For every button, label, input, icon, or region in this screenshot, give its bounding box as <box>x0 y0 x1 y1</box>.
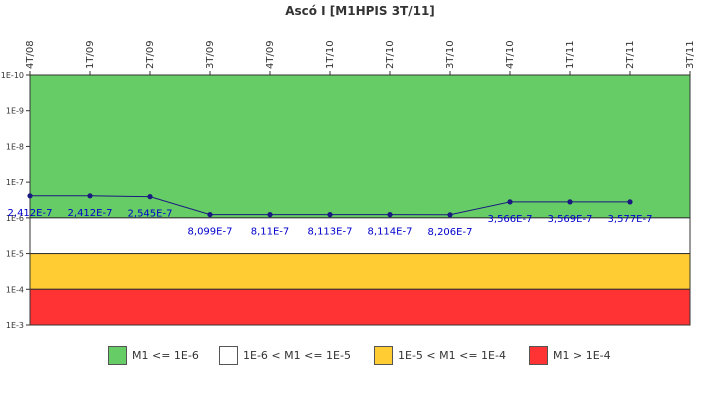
x-tick-label: 2T/09 <box>145 40 156 69</box>
legend-label-band-4: M1 > 1E-4 <box>553 348 611 362</box>
y-tick-label: 1E-8 <box>6 142 24 151</box>
legend-swatch-band-1 <box>108 345 127 365</box>
data-label: 2,412E-7 <box>8 208 53 219</box>
band-2 <box>29 217 691 255</box>
x-tick-label: 4T/10 <box>505 40 516 69</box>
plot-frame <box>29 74 691 326</box>
band-3 <box>29 253 691 290</box>
band-4 <box>29 288 691 326</box>
data-label: 3,566E-7 <box>488 214 533 225</box>
x-tick-label: 4T/09 <box>265 40 276 69</box>
data-point <box>147 194 153 200</box>
legend-label-band-3: 1E-5 < M1 <= 1E-4 <box>398 348 506 362</box>
legend-swatch-band-3 <box>374 345 393 365</box>
series-layer <box>27 193 633 218</box>
y-tick-label: 1E-6 <box>6 214 24 223</box>
x-tick-label: 3T/09 <box>205 40 216 69</box>
data-label: 3,577E-7 <box>608 214 653 225</box>
data-labels: 2,412E-7 2,412E-7 2,545E-7 8,099E-7 8,11E-7 8… <box>8 208 653 238</box>
legend-item-band-1: M1 <= 1E-6 <box>108 345 199 365</box>
x-tick-label: 1T/10 <box>325 40 336 69</box>
data-point <box>87 193 93 199</box>
x-tick-label: 2T/10 <box>385 40 396 69</box>
x-tick-label: 2T/11 <box>625 40 636 69</box>
x-tick-label: 1T/11 <box>565 40 576 69</box>
data-label: 2,412E-7 <box>68 208 113 219</box>
data-point <box>567 199 573 205</box>
data-point <box>447 212 453 218</box>
data-label: 3,569E-7 <box>548 214 593 225</box>
data-label: 8,206E-7 <box>428 227 473 238</box>
data-label: 8,113E-7 <box>308 227 353 238</box>
legend-label-band-1: M1 <= 1E-6 <box>132 348 199 362</box>
data-point <box>627 199 633 205</box>
y-tick-label: 1E-10 <box>1 71 24 80</box>
y-tick-label: 1E-4 <box>6 285 24 294</box>
axis-ticks: 1E-10 1E-9 1E-8 1E-7 1E-6 1E-5 1E-4 1E-3 4T/08 1T… <box>1 40 696 330</box>
x-tick-label: 3T/10 <box>445 40 456 69</box>
legend-item-band-4: M1 > 1E-4 <box>529 345 611 365</box>
data-label: 8,114E-7 <box>368 227 413 238</box>
data-point <box>267 212 273 218</box>
x-tick-label: 1T/09 <box>85 40 96 69</box>
data-label: 2,545E-7 <box>128 209 173 220</box>
chart-title: Ascó I [M1HPIS 3T/11] <box>285 4 435 18</box>
data-point <box>207 211 213 218</box>
data-point <box>387 212 393 218</box>
data-point <box>27 193 33 199</box>
legend-swatch-band-2 <box>219 345 238 365</box>
y-tick-label: 1E-5 <box>6 250 24 259</box>
y-tick-label: 1E-9 <box>6 107 24 116</box>
data-point <box>507 199 513 205</box>
data-label: 8,099E-7 <box>188 227 233 238</box>
legend-item-band-3: 1E-5 < M1 <= 1E-4 <box>374 345 506 365</box>
legend-item-band-2: 1E-6 < M1 <= 1E-5 <box>219 345 351 365</box>
band-1 <box>29 74 691 219</box>
y-tick-label: 1E-3 <box>6 321 24 330</box>
x-tick-label: 4T/08 <box>25 40 36 69</box>
legend: M1 <= 1E-6 1E-6 < M1 <= 1E-5 1E-5 < M1 <… <box>0 345 720 367</box>
x-tick-label: 3T/11 <box>685 40 696 69</box>
data-point <box>327 212 333 218</box>
legend-label-band-2: 1E-6 < M1 <= 1E-5 <box>243 348 351 362</box>
risk-bands <box>29 74 691 326</box>
legend-swatch-band-4 <box>529 345 548 365</box>
data-label: 8,11E-7 <box>251 227 290 238</box>
y-tick-label: 1E-7 <box>6 178 24 187</box>
